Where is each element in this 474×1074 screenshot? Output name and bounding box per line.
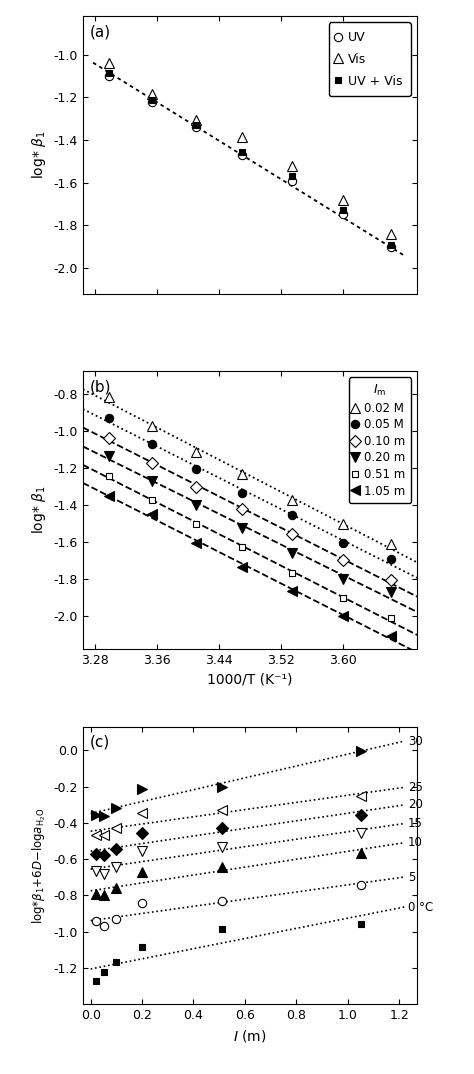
Text: 10: 10 [408, 837, 423, 850]
Text: 20: 20 [408, 798, 423, 811]
Y-axis label: log*$\beta_1$+6$D$$-$log$a_{\rm H_2O}$: log*$\beta_1$+6$D$$-$log$a_{\rm H_2O}$ [30, 808, 48, 924]
Y-axis label: log* $\beta_1$: log* $\beta_1$ [30, 131, 48, 179]
Text: (a): (a) [90, 25, 111, 40]
Legend: 0.02 M, 0.05 M, 0.10 m, 0.20 m, 0.51 m, 1.05 m: 0.02 M, 0.05 M, 0.10 m, 0.20 m, 0.51 m, … [349, 377, 411, 504]
Text: 30: 30 [408, 735, 423, 748]
Text: (b): (b) [90, 380, 111, 395]
X-axis label: 1000/T (K⁻¹): 1000/T (K⁻¹) [207, 672, 293, 686]
X-axis label: $I$ (m): $I$ (m) [233, 1028, 267, 1044]
Legend: UV, Vis, UV + Vis: UV, Vis, UV + Vis [329, 23, 411, 97]
Text: 0 °C: 0 °C [408, 900, 433, 914]
Text: 15: 15 [408, 817, 423, 830]
Text: (c): (c) [90, 735, 110, 750]
Text: 5: 5 [408, 871, 416, 884]
Text: 25: 25 [408, 781, 423, 794]
Y-axis label: log* $\beta_1$: log* $\beta_1$ [30, 485, 48, 535]
